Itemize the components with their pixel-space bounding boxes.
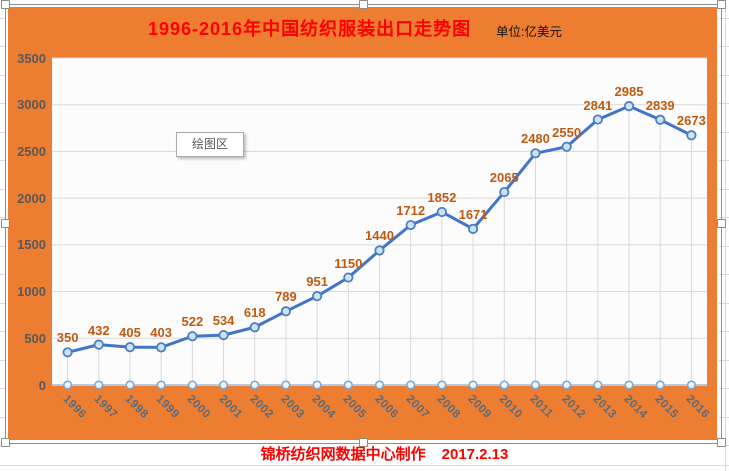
chart-title: 1996-2016年中国纺织服装出口走势图 (148, 19, 472, 39)
worksheet-gridline (719, 359, 729, 361)
value-label: 403 (150, 325, 172, 341)
y-tick-label: 2000 (17, 190, 46, 206)
value-label: 1150 (334, 255, 363, 271)
worksheet-gridline (719, 217, 729, 218)
y-tick-label: 1000 (17, 284, 46, 300)
value-label: 2985 (614, 84, 644, 100)
credit-text: 锦桥纺织网数据中心制作 (260, 446, 426, 463)
worksheet-gridline (719, 131, 729, 133)
worksheet-gridline (0, 131, 5, 133)
worksheet-gridline (0, 160, 5, 161)
selection-handle[interactable] (1, 438, 10, 447)
worksheet-gridline (0, 359, 5, 361)
worksheet-gridline (719, 274, 729, 275)
selection-handle[interactable] (359, 438, 368, 447)
y-tick-label: 2500 (17, 143, 46, 159)
selection-handle[interactable] (717, 0, 726, 9)
value-label: 534 (212, 313, 235, 329)
worksheet-gridline (719, 103, 729, 104)
y-tick-label: 1500 (17, 237, 46, 253)
worksheet-gridline (719, 17, 729, 19)
worksheet-gridline (0, 103, 5, 104)
value-label: 789 (275, 289, 297, 305)
worksheet-gridline (0, 302, 5, 304)
worksheet-gridline (719, 46, 729, 47)
worksheet-gridline (719, 388, 729, 389)
worksheet-gridline (0, 245, 5, 247)
value-label: 1440 (365, 228, 394, 244)
unit-label: 单位:亿美元 (496, 25, 562, 39)
value-label: 2841 (583, 97, 613, 113)
plot-area-tooltip-text: 绘图区 (191, 137, 228, 151)
worksheet-gridline (719, 188, 729, 190)
worksheet-gridline (0, 17, 5, 19)
value-label: 1671 (458, 206, 488, 222)
value-label: 1852 (427, 189, 457, 205)
worksheet-gridline (0, 188, 5, 190)
y-tick-label: 0 (38, 377, 46, 393)
value-label: 2839 (645, 97, 675, 113)
worksheet-gridline (719, 302, 729, 304)
worksheet-gridline (0, 46, 5, 47)
selection-handle[interactable] (1, 219, 10, 228)
selection-handle[interactable] (717, 438, 726, 447)
value-label: 2550 (552, 124, 582, 140)
y-tick-label: 500 (24, 330, 46, 346)
credit-line: 锦桥纺织网数据中心制作 2017.2.13 (0, 443, 729, 465)
value-label: 405 (119, 325, 141, 341)
plot-area-tooltip: 绘图区 (176, 132, 244, 157)
value-label: 2480 (520, 131, 550, 147)
worksheet-gridline (0, 465, 729, 466)
worksheet-gridline (719, 160, 729, 161)
worksheet-gridline (0, 217, 5, 218)
y-tick-label: 3500 (17, 50, 46, 66)
value-label: 618 (243, 305, 266, 321)
value-label: 2065 (489, 170, 519, 186)
value-label: 1712 (396, 203, 426, 219)
value-label: 432 (87, 322, 110, 338)
worksheet-gridline (0, 331, 5, 332)
worksheet-gridline (0, 416, 5, 418)
selection-handle[interactable] (717, 219, 726, 228)
value-label: 350 (56, 330, 79, 346)
worksheet-gridline (719, 74, 729, 76)
worksheet-gridline (725, 0, 726, 471)
selection-handle[interactable] (359, 0, 368, 9)
worksheet-gridline (719, 416, 729, 418)
worksheet-gridline (0, 274, 5, 275)
worksheet-gridline (0, 74, 5, 76)
worksheet-gridline (0, 388, 5, 389)
value-label: 2673 (676, 113, 706, 129)
selection-handle[interactable] (1, 0, 10, 9)
worksheet-gridline (719, 331, 729, 332)
y-tick-label: 3000 (17, 97, 46, 113)
worksheet-gridline (719, 245, 729, 247)
credit-date: 2017.2.13 (441, 446, 509, 463)
value-label: 522 (181, 314, 204, 330)
value-label: 951 (306, 274, 328, 290)
